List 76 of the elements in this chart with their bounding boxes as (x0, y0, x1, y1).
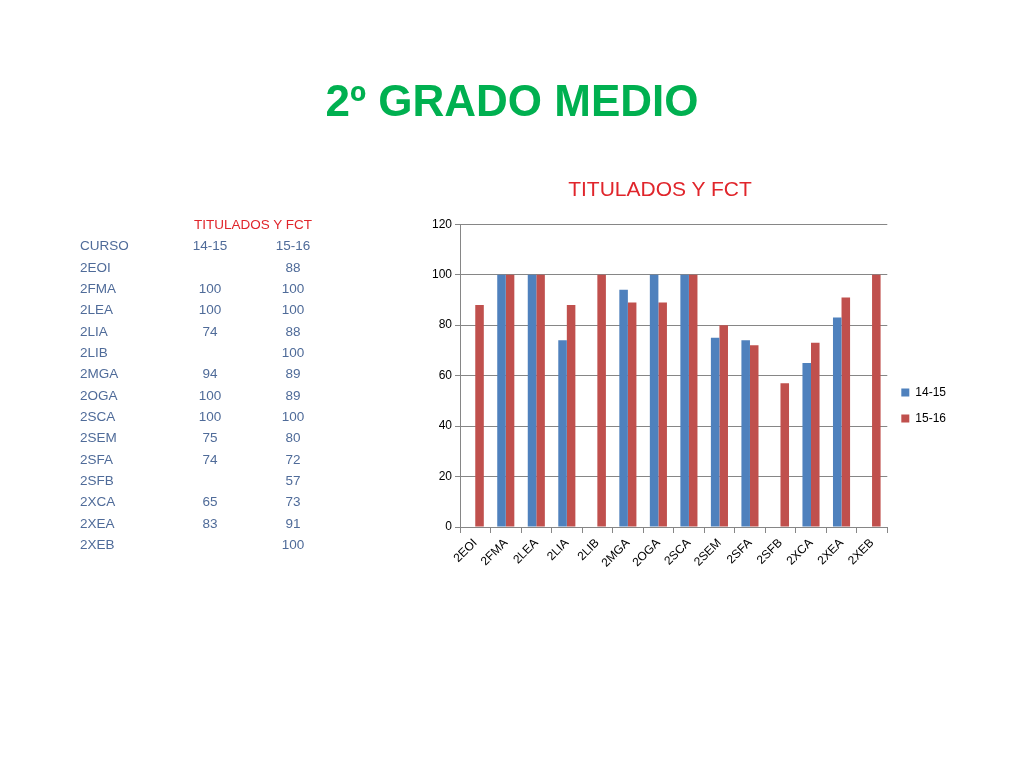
data-label: 94 (201, 365, 219, 384)
bar (597, 274, 606, 527)
bar (497, 274, 506, 527)
category-label: 2MGA (80, 365, 120, 384)
data-label: 57 (284, 472, 302, 491)
category-label: 2SEM (80, 429, 118, 448)
data-label: 72 (284, 450, 302, 469)
data-label: 100 (197, 408, 223, 427)
category-label: 2LIA (80, 322, 109, 341)
category-label: 2OGA (80, 386, 119, 405)
data-label: 74 (201, 450, 219, 469)
category-label: 2EOI (80, 258, 112, 277)
data-label: 100 (197, 280, 223, 299)
data-label: 80 (284, 429, 302, 448)
data-label: 88 (284, 322, 302, 341)
y-tick-label: 60 (438, 367, 453, 382)
bar (566, 304, 576, 527)
data-label: 100 (280, 344, 306, 363)
bar (475, 304, 484, 527)
legend-label: 14-15 (915, 384, 947, 399)
data-label: 100 (280, 408, 306, 427)
y-tick-label: 40 (438, 418, 453, 433)
text: 15-16 (274, 237, 312, 256)
data-label: 75 (201, 429, 219, 448)
bar (649, 274, 659, 527)
bar (680, 274, 689, 527)
category-label: 2FMA (80, 280, 117, 299)
data-label: 91 (284, 514, 302, 533)
data-label: 100 (280, 280, 306, 299)
bar (558, 340, 567, 527)
bar (802, 362, 811, 527)
y-tick-label: 80 (438, 317, 453, 332)
bar (811, 342, 820, 527)
y-tick-label: 120 (431, 216, 453, 231)
data-label: 100 (280, 301, 306, 320)
data-label: 100 (280, 536, 306, 555)
data-label: 89 (284, 365, 302, 384)
legend-label: 15-16 (915, 410, 947, 425)
text: TITULADOS Y FCT (194, 217, 313, 232)
bar (780, 383, 790, 527)
data-label: 88 (284, 258, 302, 277)
bar (710, 337, 720, 527)
bar (872, 274, 881, 527)
bar (741, 340, 750, 527)
y-tick-label: 20 (438, 468, 453, 483)
category-label: 2SFA (80, 450, 115, 469)
text: 14-15 (191, 237, 229, 256)
category-label: 2XEA (80, 514, 116, 533)
category-label: 2SFB (80, 472, 115, 491)
chart-subtitle: TITULADOS Y FCT (567, 176, 753, 202)
bar (841, 297, 851, 527)
y-tick-label: 100 (431, 266, 453, 281)
y-tick-label: 0 (445, 519, 453, 534)
text: CURSO (80, 237, 130, 256)
data-label: 89 (284, 386, 302, 405)
data-label: 74 (201, 322, 219, 341)
data-label: 83 (201, 514, 219, 533)
data-label: 65 (201, 493, 219, 512)
bar (749, 345, 759, 527)
bar (627, 302, 637, 527)
bar (658, 302, 667, 527)
bar (505, 274, 515, 527)
chart-title: 2º GRADO MEDIO (324, 75, 700, 127)
data-label: 100 (197, 301, 223, 320)
data-label: 73 (284, 493, 302, 512)
category-label: 2SCA (80, 408, 117, 427)
bar (527, 274, 537, 527)
data-label: 100 (197, 386, 223, 405)
bar (619, 289, 628, 527)
category-label: 2XCA (80, 493, 117, 512)
bar (719, 325, 728, 527)
bar (832, 317, 842, 527)
category-label: 2LEA (80, 301, 115, 320)
bar (688, 274, 698, 527)
bar (536, 274, 545, 527)
category-label: 2LIB (80, 344, 109, 363)
